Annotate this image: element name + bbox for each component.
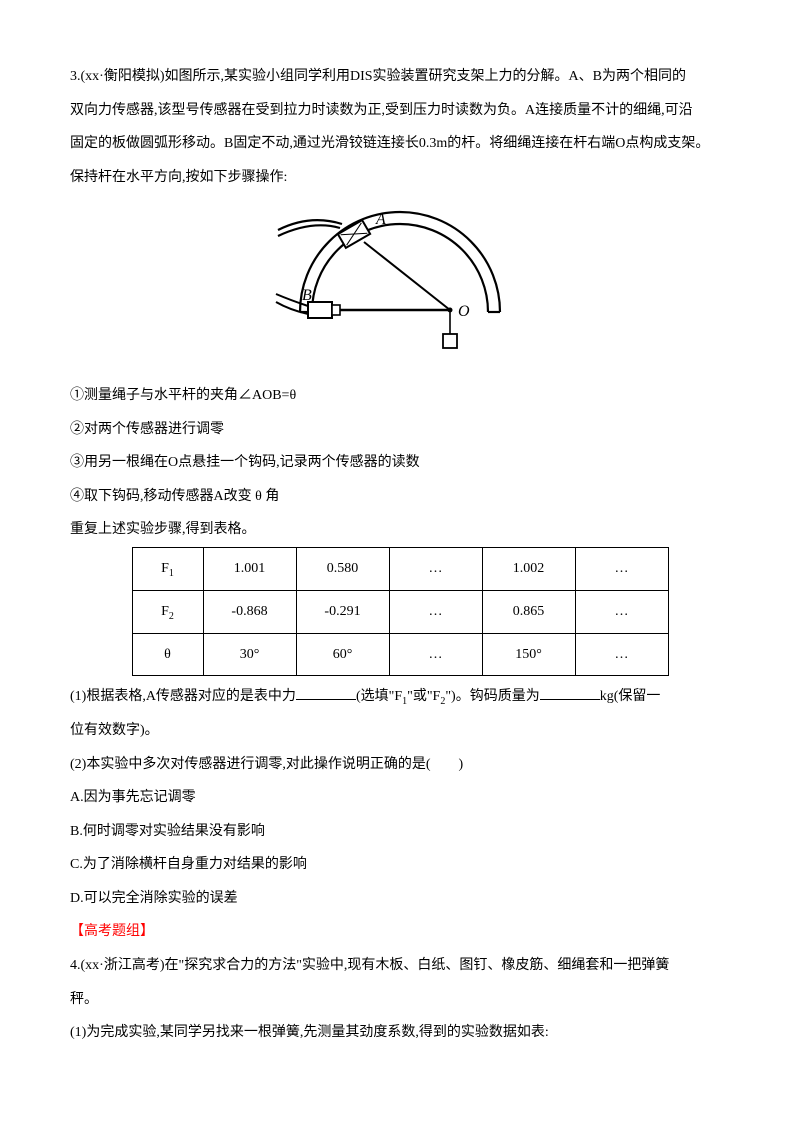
q3-optC: C.为了消除横杆自身重力对结果的影响 [70, 848, 730, 882]
section-heading: 【高考题组】 [70, 915, 730, 949]
q3-step3: ③用另一根绳在O点悬挂一个钩码,记录两个传感器的读数 [70, 446, 730, 480]
q3-sub2: (2)本实验中多次对传感器进行调零,对此操作说明正确的是( ) [70, 748, 730, 782]
q3-step5: 重复上述实验步骤,得到表格。 [70, 513, 730, 547]
q3-line1: 3.(xx·衡阳模拟)如图所示,某实验小组同学利用DIS实验装置研究支架上力的分… [70, 60, 730, 94]
q4-sub1: (1)为完成实验,某同学另找来一根弹簧,先测量其劲度系数,得到的实验数据如表: [70, 1016, 730, 1050]
table-row: F2 -0.868 -0.291 … 0.865 … [132, 590, 668, 633]
q4-line1: 4.(xx·浙江高考)在"探究求合力的方法"实验中,现有木板、白纸、图钉、橡皮筋… [70, 949, 730, 983]
q3-step4: ④取下钩码,移动传感器A改变 θ 角 [70, 480, 730, 514]
svg-text:O: O [458, 303, 470, 320]
svg-text:B: B [302, 287, 312, 304]
q4-line2: 秤。 [70, 983, 730, 1017]
q3-sub1-line1: (1)根据表格,A传感器对应的是表中力(选填"F1"或"F2")。钩码质量为kg… [70, 680, 730, 714]
q3-optB: B.何时调零对实验结果没有影响 [70, 815, 730, 849]
q3-step1: ①测量绳子与水平杆的夹角∠AOB=θ [70, 379, 730, 413]
blank-field[interactable] [540, 685, 600, 700]
q3-sub1-line2: 位有效数字)。 [70, 714, 730, 748]
q3-diagram: A B O [70, 202, 730, 371]
svg-text:A: A [375, 211, 386, 228]
q3-step2: ②对两个传感器进行调零 [70, 413, 730, 447]
blank-field[interactable] [296, 685, 356, 700]
q3-line3: 固定的板做圆弧形移动。B固定不动,通过光滑铰链连接长0.3m的杆。将细绳连接在杆… [70, 127, 730, 161]
q3-line4: 保持杆在水平方向,按如下步骤操作: [70, 161, 730, 195]
table-row: F1 1.001 0.580 … 1.002 … [132, 547, 668, 590]
table-row: θ 30° 60° … 150° … [132, 633, 668, 676]
q3-data-table: F1 1.001 0.580 … 1.002 … F2 -0.868 -0.29… [132, 547, 669, 676]
q3-line2: 双向力传感器,该型号传感器在受到拉力时读数为正,受到压力时读数为负。A连接质量不… [70, 94, 730, 128]
q3-optA: A.因为事先忘记调零 [70, 781, 730, 815]
q3-optD: D.可以完全消除实验的误差 [70, 882, 730, 916]
